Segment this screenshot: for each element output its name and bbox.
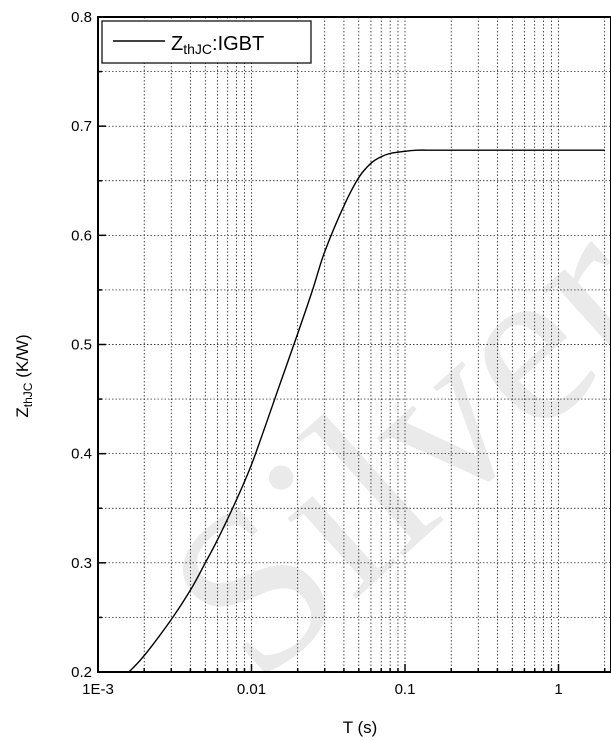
y-axis-title: ZthJC (K/W) [13,334,35,417]
grid [98,17,611,672]
y-tick-label: 0.4 [71,446,92,463]
tick-labels: 1E-3 0.01 0.1 1 0.2 0.3 0.4 0.5 0.6 0.7 0.8 [71,9,563,698]
x-tick-label: 1E-3 [82,681,114,698]
x-tick-label: 0.01 [237,681,266,698]
x-tick-label: 0.1 [395,681,416,698]
watermark: Silver [120,168,611,725]
curves [128,149,605,673]
series-line-zthjc-igbt [128,149,605,673]
y-tick-label: 0.7 [71,118,92,135]
x-axis-title: T (s) [343,718,378,737]
y-tick-label: 0.3 [71,555,92,572]
y-tick-label: 0.6 [71,227,92,244]
y-axis-title-main: Z [13,407,32,417]
y-tick-label: 0.8 [71,9,92,26]
legend: ZthJC:IGBT [101,20,312,64]
legend-label-sub: thJC [183,41,212,57]
y-tick-label: 0.5 [71,337,92,354]
y-tick-label: 0.2 [71,664,92,681]
legend-label-suffix: :IGBT [212,33,264,55]
legend-label-main: Z [171,33,183,55]
axis-ticks [98,16,606,673]
x-tick-label: 1 [554,681,562,698]
watermark-text: Silver [120,168,611,725]
legend-label: ZthJC:IGBT [171,33,264,57]
y-axis-title-unit: (K/W) [13,334,32,382]
y-axis-title-sub: thJC [21,382,35,407]
legend-box [101,20,312,64]
